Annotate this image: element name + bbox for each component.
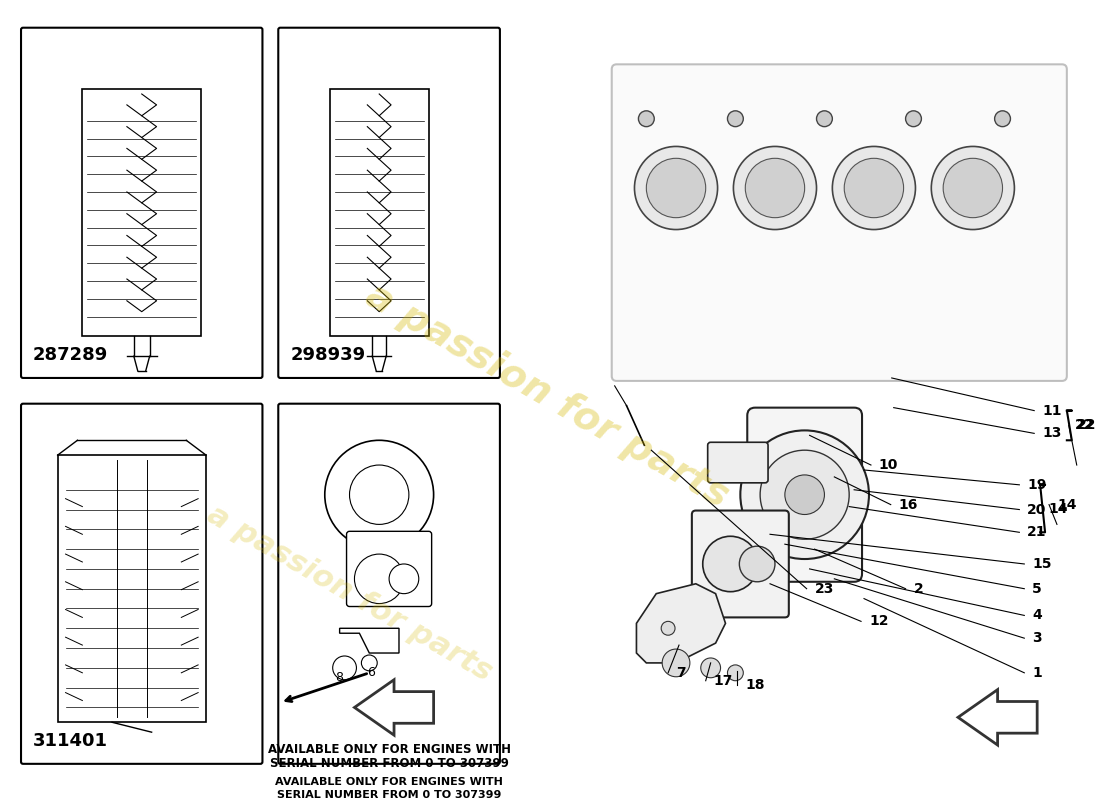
Circle shape: [905, 111, 922, 126]
Text: SERIAL NUMBER FROM 0 TO 307399: SERIAL NUMBER FROM 0 TO 307399: [270, 758, 508, 770]
FancyBboxPatch shape: [747, 408, 862, 582]
Text: 287289: 287289: [33, 346, 108, 364]
FancyBboxPatch shape: [346, 531, 431, 606]
Circle shape: [932, 146, 1014, 230]
Text: a passion for parts: a passion for parts: [360, 276, 736, 515]
Text: 17: 17: [714, 674, 733, 688]
Text: 1: 1: [1032, 666, 1042, 680]
Circle shape: [324, 440, 433, 549]
FancyBboxPatch shape: [692, 510, 789, 618]
Circle shape: [389, 564, 419, 594]
Polygon shape: [958, 690, 1037, 745]
Circle shape: [943, 158, 1002, 218]
Text: 14: 14: [1048, 502, 1067, 515]
Bar: [57, 455, 206, 722]
Text: 5: 5: [1032, 582, 1042, 596]
Text: 20: 20: [1027, 502, 1046, 517]
Text: 18: 18: [746, 678, 764, 692]
FancyBboxPatch shape: [21, 404, 263, 764]
Text: 10: 10: [879, 458, 899, 472]
Circle shape: [635, 146, 717, 230]
FancyBboxPatch shape: [707, 442, 768, 483]
Text: 311401: 311401: [33, 732, 108, 750]
Polygon shape: [340, 628, 399, 653]
Circle shape: [727, 665, 744, 681]
Polygon shape: [637, 584, 726, 663]
Circle shape: [638, 111, 654, 126]
Text: a passion for parts: a passion for parts: [202, 500, 497, 687]
Text: 22: 22: [1077, 418, 1097, 433]
Bar: [330, 89, 429, 337]
Text: 6: 6: [367, 666, 375, 678]
FancyBboxPatch shape: [612, 64, 1067, 381]
Circle shape: [785, 475, 824, 514]
Circle shape: [734, 146, 816, 230]
Circle shape: [354, 554, 404, 603]
Circle shape: [647, 158, 706, 218]
Circle shape: [760, 450, 849, 539]
Circle shape: [661, 622, 675, 635]
Circle shape: [994, 111, 1011, 126]
Polygon shape: [354, 680, 433, 735]
Text: 4: 4: [1032, 609, 1042, 622]
Text: 7: 7: [676, 666, 685, 680]
Text: 2: 2: [913, 582, 923, 596]
Circle shape: [844, 158, 903, 218]
Text: 8: 8: [336, 670, 343, 684]
Circle shape: [332, 656, 356, 680]
Text: 14: 14: [1057, 498, 1077, 512]
Circle shape: [833, 146, 915, 230]
Text: 12: 12: [869, 614, 889, 628]
Text: AVAILABLE ONLY FOR ENGINES WITH: AVAILABLE ONLY FOR ENGINES WITH: [275, 777, 503, 786]
Circle shape: [676, 603, 716, 643]
Text: AVAILABLE ONLY FOR ENGINES WITH: AVAILABLE ONLY FOR ENGINES WITH: [267, 743, 510, 757]
Circle shape: [362, 655, 377, 671]
Text: 22: 22: [1075, 418, 1094, 433]
Text: 16: 16: [899, 498, 918, 512]
Circle shape: [350, 465, 409, 524]
FancyBboxPatch shape: [278, 404, 499, 764]
Text: 298939: 298939: [290, 346, 365, 364]
Text: SERIAL NUMBER FROM 0 TO 307399: SERIAL NUMBER FROM 0 TO 307399: [277, 790, 502, 799]
Circle shape: [662, 649, 690, 677]
Circle shape: [816, 111, 833, 126]
Text: 11: 11: [1042, 404, 1062, 418]
Circle shape: [727, 111, 744, 126]
Text: 13: 13: [1042, 426, 1062, 440]
Text: 23: 23: [814, 582, 834, 596]
Circle shape: [701, 658, 721, 678]
Circle shape: [746, 158, 805, 218]
FancyBboxPatch shape: [21, 28, 263, 378]
Text: 3: 3: [1032, 631, 1042, 645]
Bar: [82, 89, 201, 337]
FancyBboxPatch shape: [278, 28, 499, 378]
Circle shape: [740, 430, 869, 559]
Circle shape: [739, 546, 776, 582]
Text: 15: 15: [1032, 557, 1052, 571]
Text: 19: 19: [1027, 478, 1046, 492]
Circle shape: [703, 536, 758, 592]
Text: 21: 21: [1027, 526, 1047, 539]
